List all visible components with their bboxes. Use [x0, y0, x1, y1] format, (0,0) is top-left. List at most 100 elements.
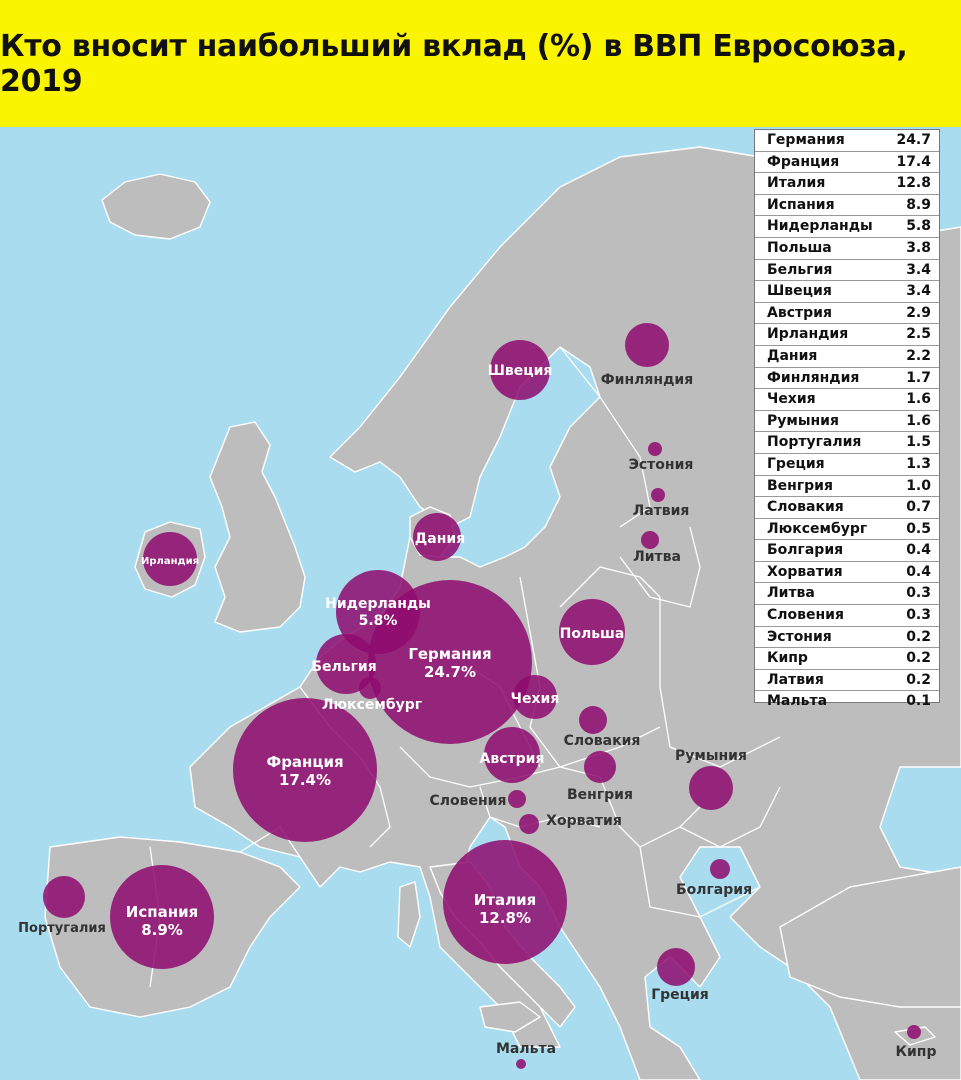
label-denmark: Дания — [415, 531, 465, 547]
table-country: Хорватия — [767, 563, 843, 580]
bubble-lithuania[interactable] — [641, 531, 659, 549]
table-value: 3.8 — [906, 239, 931, 256]
bubble-france[interactable] — [233, 698, 377, 842]
table-row: Чехия 1.6 — [755, 389, 939, 411]
bubble-finland[interactable] — [625, 323, 669, 367]
bubble-cyprus[interactable] — [907, 1025, 921, 1039]
table-row: Германия 24.7 — [755, 130, 939, 152]
table-country: Румыния — [767, 412, 839, 429]
table-value: 0.3 — [906, 607, 931, 624]
table-row: Бельгия 3.4 — [755, 260, 939, 282]
table-value: 1.6 — [906, 391, 931, 408]
table-country: Словакия — [767, 499, 844, 516]
table-value: 1.7 — [906, 369, 931, 386]
bubble-italy[interactable] — [443, 840, 567, 964]
bubble-romania[interactable] — [689, 766, 733, 810]
label-sweden: Швеция — [488, 363, 553, 379]
table-value: 2.2 — [906, 347, 931, 364]
label-malta: Мальта — [496, 1041, 556, 1057]
label-italy-pct: 12.8% — [479, 909, 531, 927]
table-row: Словения 0.3 — [755, 605, 939, 627]
table-row: Польша 3.8 — [755, 238, 939, 260]
table-country: Франция — [767, 153, 840, 170]
table-country: Австрия — [767, 304, 832, 321]
label-poland: Польша — [560, 626, 625, 642]
land-sardinia — [397, 881, 421, 948]
table-row: Португалия 1.5 — [755, 432, 939, 454]
table-row: Испания 8.9 — [755, 195, 939, 217]
table-country: Испания — [767, 196, 835, 213]
label-germany-pct: 24.7% — [424, 663, 476, 681]
table-row: Литва 0.3 — [755, 583, 939, 606]
bubble-ireland[interactable] — [143, 532, 197, 586]
table-value: 0.7 — [906, 499, 931, 516]
bubble-latvia[interactable] — [651, 488, 665, 502]
bubble-greece[interactable] — [657, 948, 695, 986]
label-hungary: Венгрия — [567, 787, 633, 803]
label-czechia: Чехия — [511, 691, 560, 707]
label-layer: Германия 24.7% Франция 17.4% Италия 12.8… — [18, 363, 936, 1060]
bubble-croatia[interactable] — [519, 814, 539, 834]
bubble-slovakia[interactable] — [579, 706, 607, 734]
label-slovakia: Словакия — [564, 733, 641, 749]
page-title: Кто вносит наибольший вклад (%) в ВВП Ев… — [0, 28, 908, 99]
bubble-czechia[interactable] — [513, 675, 557, 719]
label-france-name: Франция — [266, 753, 343, 771]
table-value: 5.8 — [906, 218, 931, 235]
bubble-poland[interactable] — [559, 599, 625, 665]
table-country: Кипр — [767, 650, 808, 667]
table-row: Дания 2.2 — [755, 346, 939, 368]
land-sicily — [479, 1001, 541, 1033]
bubble-layer — [43, 323, 921, 1069]
label-spain-pct: 8.9% — [141, 921, 183, 939]
table-value: 0.5 — [906, 520, 931, 537]
bubble-luxembourg[interactable] — [359, 677, 381, 699]
title-bar: Кто вносит наибольший вклад (%) в ВВП Ев… — [0, 0, 961, 127]
bubble-hungary[interactable] — [584, 751, 616, 783]
bubble-estonia[interactable] — [648, 442, 662, 456]
bubble-austria[interactable] — [484, 727, 540, 783]
bubble-malta[interactable] — [516, 1059, 526, 1069]
bubble-netherlands[interactable] — [336, 570, 420, 654]
table-row: Нидерланды 5.8 — [755, 216, 939, 238]
label-latvia: Латвия — [633, 503, 690, 519]
bubble-slovenia[interactable] — [508, 790, 526, 808]
label-portugal: Португалия — [18, 921, 106, 936]
bubble-bulgaria[interactable] — [710, 859, 730, 879]
table-country: Польша — [767, 239, 832, 256]
label-finland: Финляндия — [601, 372, 693, 388]
table-value: 0.2 — [906, 628, 931, 645]
table-row: Австрия 2.9 — [755, 303, 939, 325]
table-row: Эстония 0.2 — [755, 627, 939, 649]
table-value: 0.4 — [906, 563, 931, 580]
table-row: Финляндия 1.7 — [755, 368, 939, 390]
bubble-belgium[interactable] — [316, 634, 376, 694]
bubble-portugal[interactable] — [43, 876, 85, 918]
bubble-denmark[interactable] — [413, 513, 461, 561]
table-row: Румыния 1.6 — [755, 411, 939, 433]
table-country: Эстония — [767, 628, 832, 645]
table-row: Хорватия 0.4 — [755, 562, 939, 584]
table-country: Нидерланды — [767, 218, 873, 235]
label-croatia: Хорватия — [546, 813, 622, 829]
table-country: Словения — [767, 607, 844, 624]
table-value: 8.9 — [906, 196, 931, 213]
bubble-spain[interactable] — [110, 865, 214, 969]
label-germany-name: Германия — [408, 645, 491, 663]
table-row: Латвия 0.2 — [755, 670, 939, 692]
table-value: 1.0 — [906, 477, 931, 494]
table-value: 1.3 — [906, 455, 931, 472]
label-italy-name: Италия — [474, 891, 537, 909]
table-value: 1.5 — [906, 434, 931, 451]
table-country: Италия — [767, 175, 826, 192]
table-value: 12.8 — [896, 175, 931, 192]
label-greece: Греция — [651, 987, 709, 1003]
table-country: Чехия — [767, 391, 816, 408]
table-value: 0.2 — [906, 650, 931, 667]
bubble-sweden[interactable] — [490, 340, 550, 400]
table-value: 3.4 — [906, 283, 931, 300]
table-row: Италия 12.8 — [755, 173, 939, 195]
table-country: Германия — [767, 132, 845, 148]
table-row: Словакия 0.7 — [755, 497, 939, 519]
label-netherlands-pct: 5.8% — [359, 613, 398, 629]
